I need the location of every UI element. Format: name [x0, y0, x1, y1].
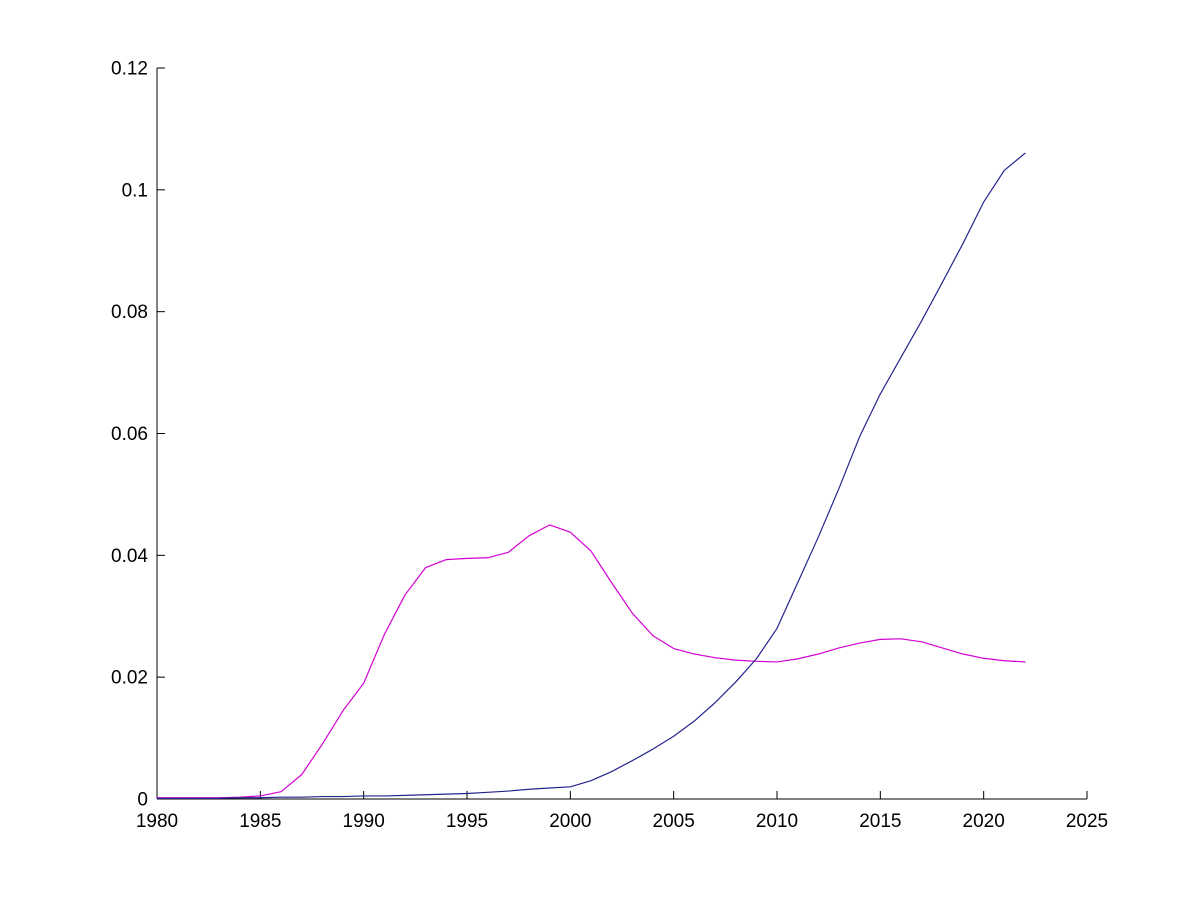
x-tick-label: 1990: [343, 811, 385, 832]
y-tick-label: 0: [137, 789, 148, 810]
x-tick-label: 1995: [446, 811, 488, 832]
y-tick-label: 0.04: [111, 546, 148, 567]
x-tick-label: 2015: [859, 811, 901, 832]
y-tick-label: 0.02: [111, 668, 148, 689]
x-tick-label: 2005: [653, 811, 695, 832]
x-tick-label: 2025: [1066, 811, 1108, 832]
series-magenta-line: [156, 524, 1026, 799]
x-tick-label: 1985: [239, 811, 281, 832]
y-tick-label: 0.1: [122, 180, 148, 201]
series-blue-line: [156, 152, 1026, 799]
x-tick-label: 2000: [549, 811, 591, 832]
y-tick-label: 0.12: [111, 58, 148, 79]
y-tick-label: 0.08: [111, 302, 148, 323]
x-tick-label: 1980: [136, 811, 178, 832]
x-tick-label: 2020: [963, 811, 1005, 832]
x-tick-label: 2010: [756, 811, 798, 832]
y-tick-label: 0.06: [111, 424, 148, 445]
